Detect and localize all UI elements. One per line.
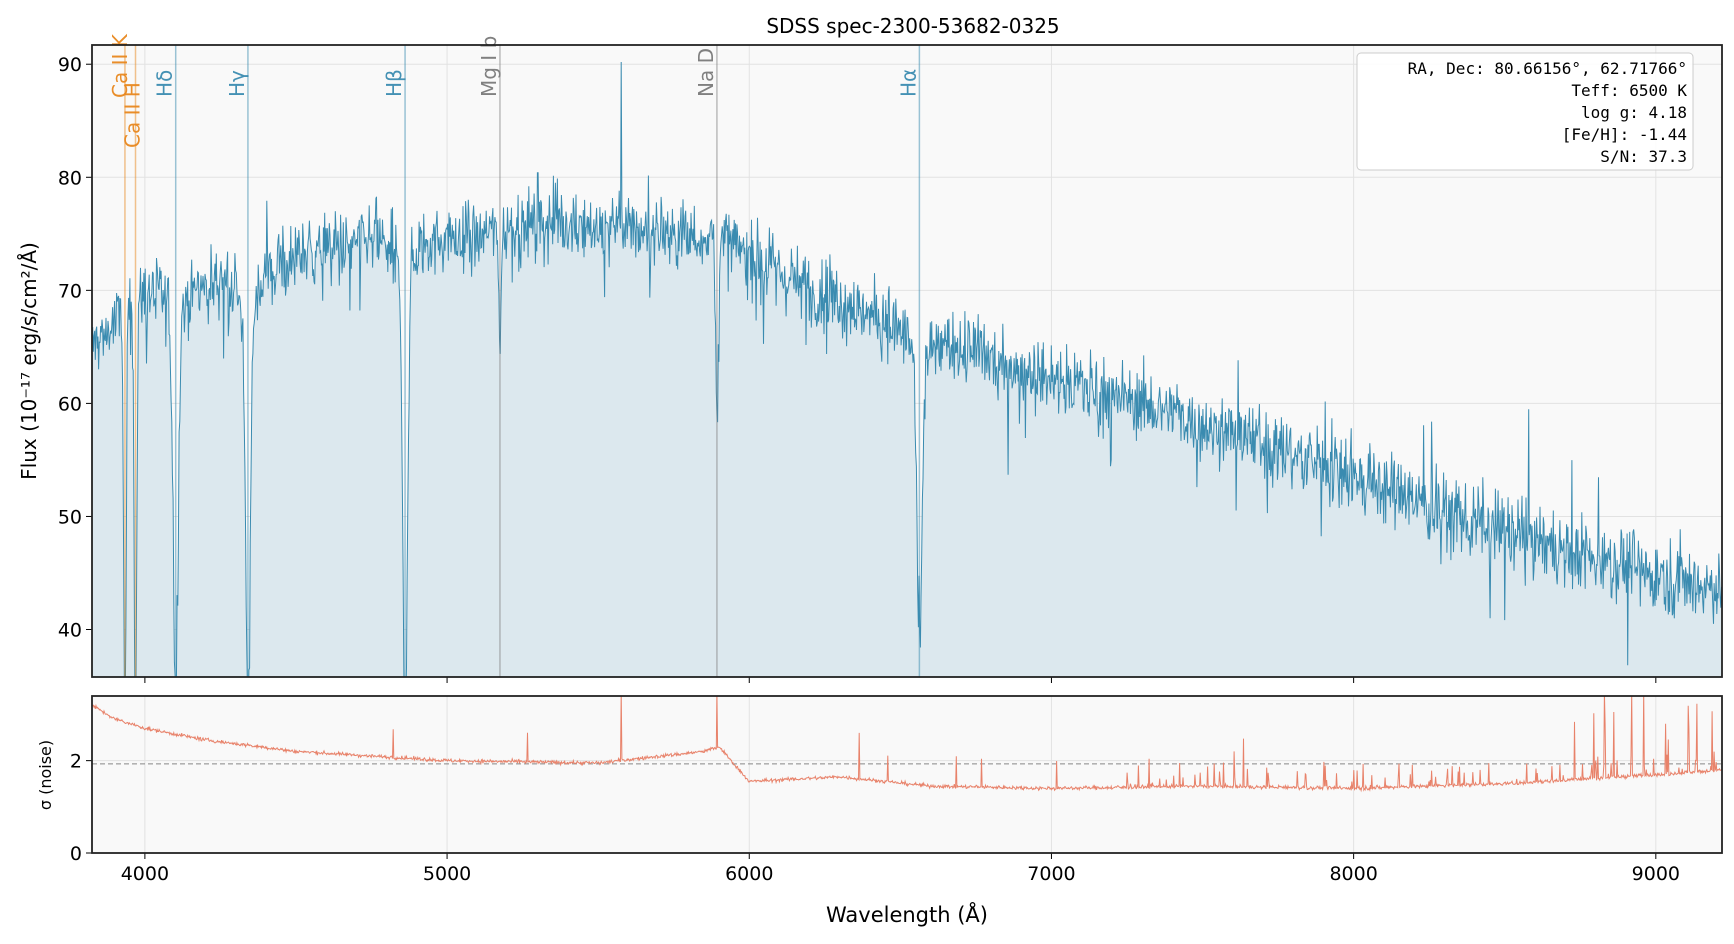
y-tick-label: 90 [58,54,82,76]
spectral-line-label: Hδ [153,70,177,97]
plot-background [92,696,1722,853]
info-teff: Teff: 6500 K [1571,81,1687,100]
x-tick-label: 5000 [423,863,471,885]
y-tick-label: 2 [70,751,82,773]
noise-y-axis-label: σ (noise) [36,740,55,810]
spectral-line-label: Ca II H [121,82,145,148]
y-tick-label: 0 [70,843,82,865]
info-logg: log g: 4.18 [1581,103,1687,122]
x-axis-label: Wavelength (Å) [826,901,988,927]
y-tick-label: 50 [58,506,82,528]
spectral-line-label: Hβ [382,69,406,97]
series-group [92,45,1722,677]
x-tick-label: 4000 [121,863,169,885]
info-feh: [Fe/H]: -1.44 [1562,125,1687,144]
flux-y-axis-label: Flux (10⁻¹⁷ erg/s/cm²/Å) [17,242,41,480]
spectral-line-label: Hγ [225,70,249,97]
info-box: RA, Dec: 80.66156°, 62.71766° Teff: 6500… [1356,52,1694,171]
x-tick-label: 8000 [1329,863,1377,885]
flux-line [92,61,1722,677]
y-tick-label: 70 [58,280,82,302]
noise-line [92,696,1722,793]
noise-panel: 0 2 4000 5000 6000 7000 8000 9000 [70,695,1723,885]
axes-frame [91,44,1723,678]
x-tick-label: 9000 [1632,863,1680,885]
x-tick-label: 7000 [1027,863,1075,885]
x-tick-label: 6000 [725,863,773,885]
spectral-line-label: Hα [896,69,920,97]
axes-frame [91,695,1723,854]
y-tick-label: 80 [58,167,82,189]
spectral-line-label: Mg I b [477,36,501,97]
y-tick-label: 40 [58,620,82,642]
chart-title: SDSS spec-2300-53682-0325 [766,14,1059,38]
spectral-line-label: Ca II K [108,33,132,98]
info-sn: S/N: 37.3 [1600,147,1687,166]
series-group [92,696,1722,793]
spectral-line-label: Na D [694,48,718,97]
info-ra-dec: RA, Dec: 80.66156°, 62.71766° [1408,59,1687,78]
y-tick-label: 60 [58,393,82,415]
